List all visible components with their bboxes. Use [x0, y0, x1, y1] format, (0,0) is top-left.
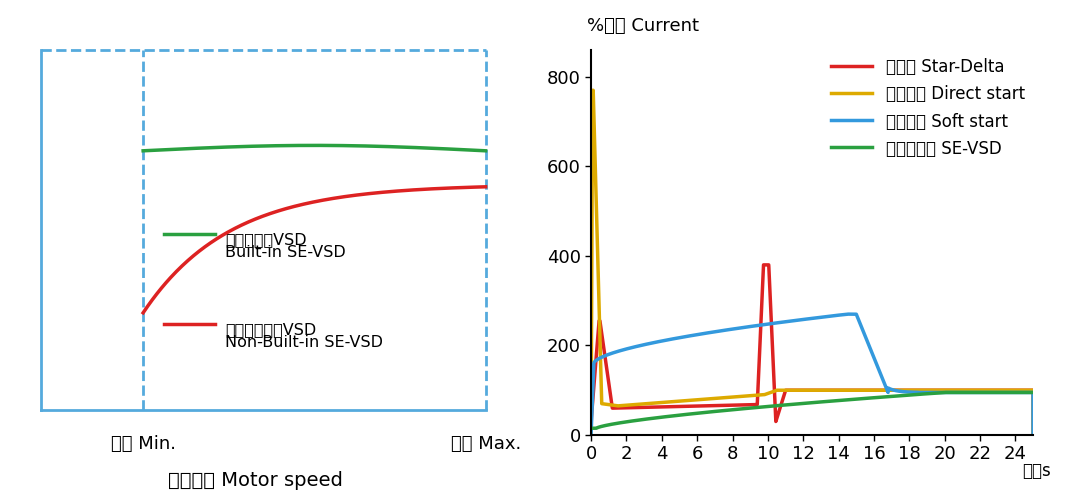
星三角 Star-Delta	[866, 387, 879, 393]
Text: 时间s: 时间s	[1022, 462, 1051, 480]
星三角 Star-Delta	[607, 405, 620, 411]
Text: Built-in SE-VSD: Built-in SE-VSD	[225, 245, 346, 260]
星三角 Star-Delta	[585, 418, 597, 424]
Line: 直接启动 Direct start: 直接启动 Direct start	[591, 90, 1033, 435]
星三角 Star-Delta	[936, 387, 949, 393]
星三角 Star-Delta	[757, 262, 770, 268]
Text: Non-Built-in SE-VSD: Non-Built-in SE-VSD	[225, 335, 383, 350]
软接启动 Soft start	[841, 311, 854, 317]
直接启动 Direct start	[744, 392, 757, 398]
直接启动 Direct start	[847, 387, 859, 393]
欧迈克变频 SE-VSD	[866, 395, 879, 401]
Text: 最大 Max.: 最大 Max.	[450, 435, 521, 453]
Text: 无内置欧迈克VSD: 无内置欧迈克VSD	[225, 322, 316, 337]
欧迈克变频 SE-VSD	[936, 390, 949, 396]
直接启动 Direct start	[1027, 432, 1039, 438]
Line: 软接启动 Soft start: 软接启动 Soft start	[591, 314, 1033, 435]
软接启动 Soft start	[936, 390, 949, 396]
Legend: 星三角 Star-Delta, 直接启动 Direct start, 软接启动 Soft start, 欧迈克变频 SE-VSD: 星三角 Star-Delta, 直接启动 Direct start, 软接启动 …	[831, 58, 1025, 158]
软接启动 Soft start	[744, 324, 757, 330]
直接启动 Direct start	[913, 387, 925, 393]
星三角 Star-Delta	[913, 387, 925, 393]
欧迈克变频 SE-VSD	[607, 421, 620, 427]
软接启动 Soft start	[866, 350, 879, 356]
欧迈克变频 SE-VSD	[585, 426, 597, 432]
Line: 欧迈克变频 SE-VSD: 欧迈克变频 SE-VSD	[591, 392, 1033, 428]
直接启动 Direct start	[607, 402, 620, 408]
直接启动 Direct start	[866, 387, 879, 393]
欧迈克变频 SE-VSD	[847, 396, 859, 402]
Text: 最小 Min.: 最小 Min.	[111, 435, 176, 453]
软接启动 Soft start	[585, 432, 597, 438]
欧迈克变频 SE-VSD	[1027, 390, 1039, 396]
Line: 星三角 Star-Delta: 星三角 Star-Delta	[591, 265, 1033, 435]
欧迈克变频 SE-VSD	[913, 392, 925, 398]
星三角 Star-Delta	[847, 387, 859, 393]
Text: 内置欧迈克VSD: 内置欧迈克VSD	[225, 232, 307, 247]
直接启动 Direct start	[586, 88, 599, 94]
软接启动 Soft start	[607, 350, 620, 356]
欧迈克变频 SE-VSD	[744, 405, 757, 411]
软接启动 Soft start	[913, 390, 925, 396]
Text: 电机速度 Motor speed: 电机速度 Motor speed	[168, 470, 343, 490]
软接启动 Soft start	[1027, 432, 1039, 438]
直接启动 Direct start	[585, 432, 597, 438]
星三角 Star-Delta	[1027, 432, 1039, 438]
星三角 Star-Delta	[744, 402, 757, 407]
欧迈克变频 SE-VSD	[938, 390, 951, 396]
直接启动 Direct start	[936, 387, 949, 393]
Text: %电流 Current: %电流 Current	[587, 16, 699, 34]
软接启动 Soft start	[847, 311, 859, 317]
